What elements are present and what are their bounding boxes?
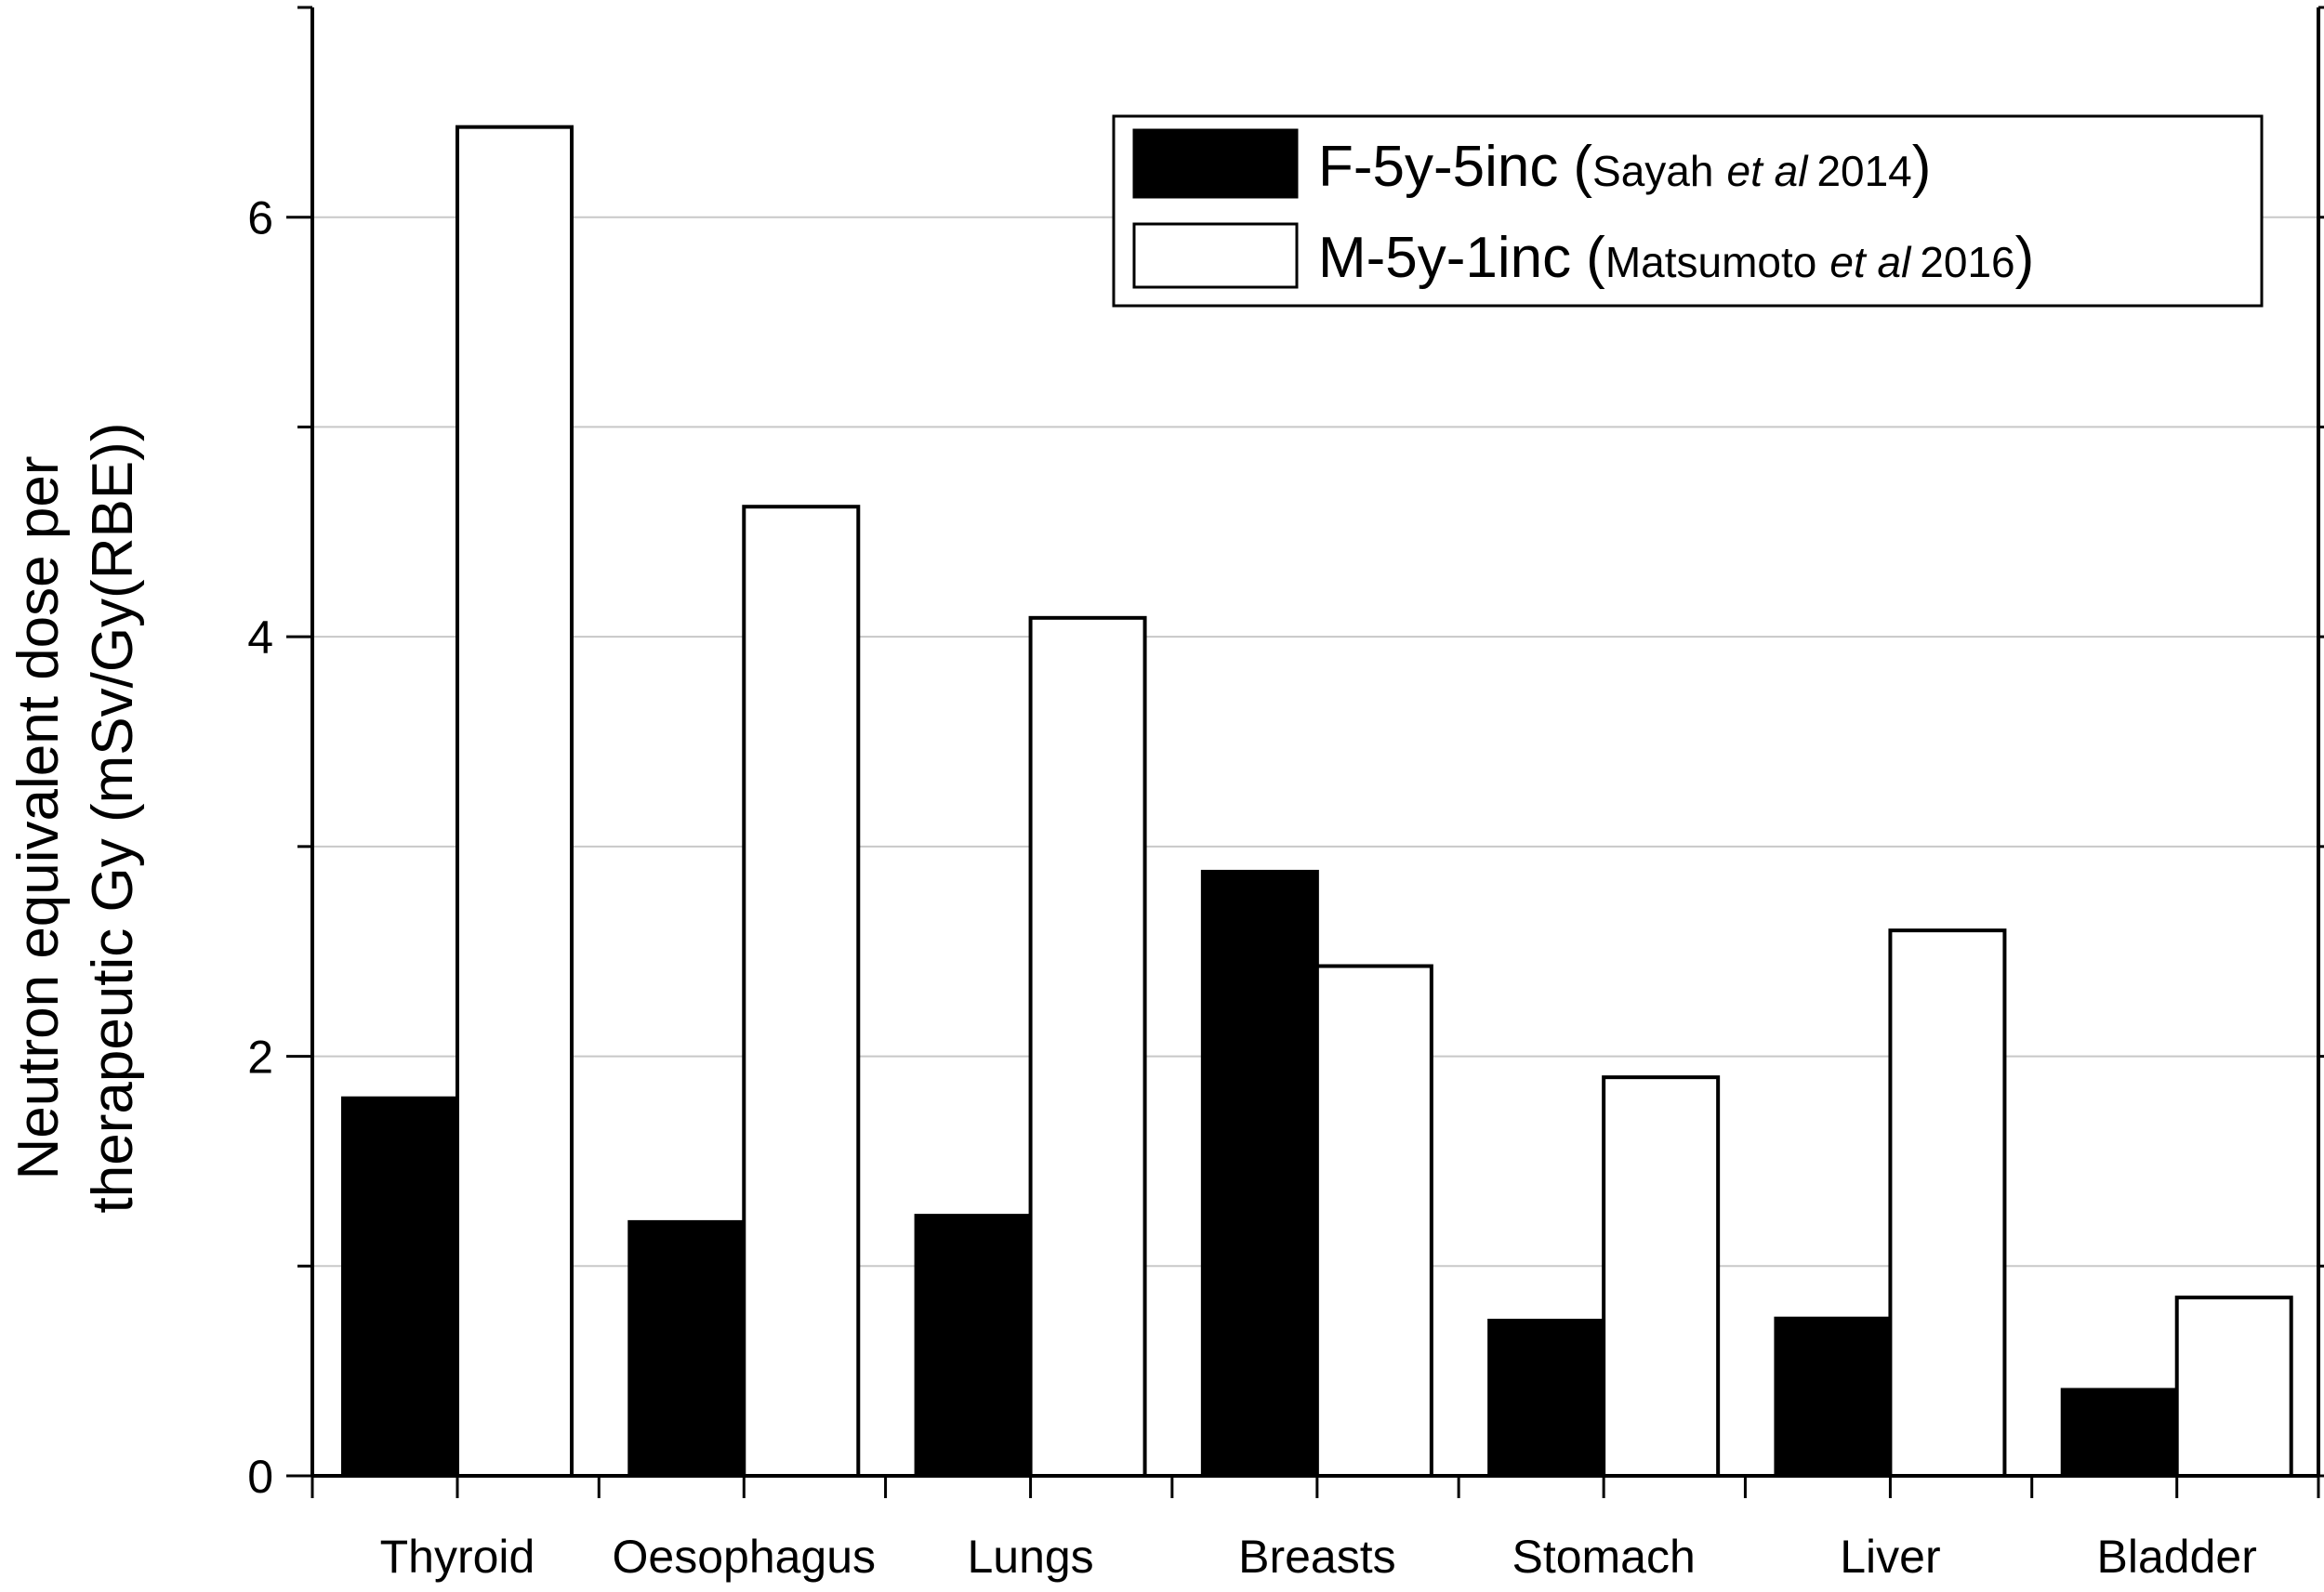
x-tick-label-stomach: Stomach: [1512, 1531, 1695, 1583]
y-tick-label: 4: [247, 612, 273, 664]
bar-series-2-liver: [1888, 928, 2007, 1478]
x-tick-label-breasts: Breasts: [1238, 1531, 1396, 1583]
y-tick-label: 0: [247, 1451, 273, 1503]
y-tick-label: 2: [247, 1032, 273, 1084]
bars: [341, 125, 2293, 1479]
legend: F-5y-5inc (Sayah et al 2014) M-5y-1inc (…: [1112, 114, 2264, 308]
y-axis-label-line2: therapeutic Gy (mSv/Gy(RBE)): [81, 423, 145, 1214]
legend-swatch-series-1: [1132, 128, 1299, 199]
y-axis-label: Neutron equivalent dose per therapeutic …: [7, 423, 145, 1214]
bar-series-1-thyroid: [341, 1096, 459, 1478]
bar-series-2-thyroid: [456, 125, 574, 1479]
x-tick-label-oesophagus: Oesophagus: [613, 1531, 877, 1583]
x-tick-label-bladder: Bladder: [2097, 1531, 2257, 1583]
legend-swatch-series-2: [1132, 222, 1299, 289]
bar-series-1-bladder: [2060, 1388, 2179, 1479]
bar-series-2-bladder: [2174, 1296, 2293, 1478]
bar-series-1-liver: [1774, 1316, 1893, 1478]
bar-series-1-stomach: [1487, 1318, 1606, 1478]
x-tick-label-lungs: Lungs: [967, 1531, 1093, 1583]
y-axis-label-line1: Neutron equivalent dose per: [7, 456, 71, 1180]
bar-series-2-lungs: [1028, 615, 1147, 1478]
ticks: [286, 6, 2324, 1498]
legend-frame: [1112, 114, 2264, 308]
bar-series-2-breasts: [1314, 964, 1433, 1478]
bar-series-1-oesophagus: [627, 1219, 746, 1479]
bar-series-2-stomach: [1602, 1075, 1721, 1478]
legend-entry-series-1: F-5y-5inc (Sayah et al 2014): [1318, 135, 1931, 199]
x-tick-label-liver: Liver: [1840, 1531, 1940, 1583]
legend-entry-series-2: M-5y-1inc (Matsumoto et al 2016): [1318, 226, 2034, 290]
bar-series-1-lungs: [914, 1214, 1033, 1478]
bar-series-1-breasts: [1200, 869, 1319, 1478]
tick-labels: 0 2 4 6 Thyroid Oesophagus Lungs Breasts Stomach…: [247, 192, 2257, 1583]
x-tick-label-thyroid: Thyroid: [380, 1531, 535, 1583]
bar-series-2-oesophagus: [742, 505, 861, 1479]
axes: [310, 7, 2320, 1478]
y-tick-label: 6: [247, 192, 273, 244]
